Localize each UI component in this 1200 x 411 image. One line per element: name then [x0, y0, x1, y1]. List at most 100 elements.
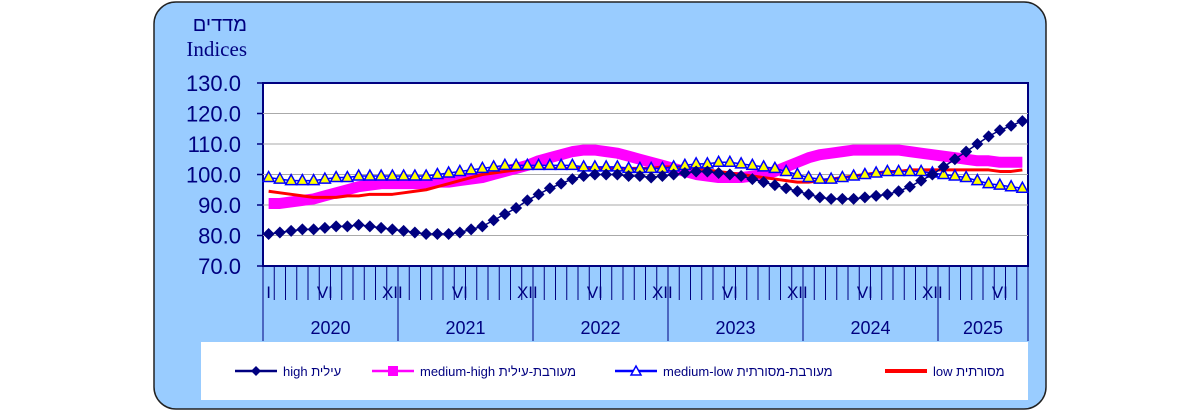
- data-point: [993, 124, 1006, 137]
- data-point: [476, 220, 489, 233]
- data-point: [712, 166, 725, 179]
- data-point: [520, 157, 535, 171]
- data-point: [498, 208, 511, 221]
- data-point: [374, 168, 388, 181]
- data-point: [600, 168, 613, 181]
- legend-square-icon: [388, 366, 398, 376]
- data-point: [903, 180, 916, 193]
- data-point: [701, 165, 714, 178]
- data-point: [801, 169, 816, 183]
- y-tick-label: 130.0: [186, 71, 241, 96]
- data-point: [723, 168, 736, 181]
- x-month-label: VI: [722, 283, 738, 302]
- y-axis-label-hebrew: מדדים: [193, 14, 247, 36]
- data-point: [835, 169, 850, 183]
- data-point: [846, 168, 861, 181]
- series-line: [268, 144, 1023, 209]
- data-point: [915, 174, 928, 187]
- x-month-label: VI: [452, 283, 468, 302]
- data-point: [566, 173, 579, 186]
- data-point: [993, 177, 1007, 190]
- data-point: [757, 176, 770, 189]
- legend-item: medium-low מעורבת-מסורתית: [615, 364, 833, 379]
- data-point: [306, 173, 321, 186]
- data-point: [262, 227, 275, 240]
- data-point: [690, 165, 703, 178]
- series-triangle-2: [261, 154, 1030, 193]
- legend-label-en: high: [283, 364, 308, 379]
- x-month-label: VI: [857, 283, 873, 302]
- x-month-label: I: [266, 283, 271, 302]
- data-point: [442, 227, 455, 240]
- legend-diamond-icon: [251, 366, 261, 376]
- data-point: [1004, 179, 1018, 192]
- data-point: [881, 188, 894, 201]
- data-point: [261, 169, 276, 183]
- data-point: [645, 171, 658, 184]
- data-point: [824, 171, 838, 184]
- data-point: [611, 168, 624, 181]
- y-tick-label: 90.0: [198, 193, 241, 218]
- data-point: [768, 179, 781, 192]
- data-point: [656, 170, 669, 183]
- data-point: [780, 182, 793, 195]
- data-point: [307, 223, 320, 236]
- data-point: [745, 157, 760, 171]
- data-point: [959, 169, 973, 183]
- x-year-label: 2021: [445, 318, 485, 338]
- legend-label-en: medium-high: [420, 364, 495, 379]
- legend-label-en: low: [933, 364, 953, 379]
- data-point: [903, 163, 917, 177]
- data-point: [273, 226, 286, 239]
- data-point: [982, 130, 995, 143]
- data-point: [756, 159, 771, 172]
- data-point: [352, 218, 365, 231]
- data-point: [892, 185, 905, 198]
- x-month-label: XII: [517, 283, 538, 302]
- legend-label-he: מסורתית: [953, 364, 1005, 379]
- legend-label-he: מעורבת-מסורתית: [733, 364, 833, 379]
- data-point: [543, 182, 556, 195]
- data-point: [970, 173, 985, 186]
- legend-label-he: מעורבת-עילית: [495, 364, 576, 379]
- legend-label: medium-high מעורבת-עילית: [420, 364, 576, 379]
- legend-item: high עילית: [235, 364, 341, 379]
- legend-label: high עילית: [283, 364, 341, 379]
- data-point: [678, 166, 691, 179]
- data-point: [441, 165, 456, 178]
- data-point: [565, 157, 580, 171]
- x-month-label: VI: [317, 283, 333, 302]
- data-point: [981, 176, 996, 189]
- x-year-label: 2025: [963, 318, 1003, 338]
- data-point: [825, 192, 838, 205]
- data-point: [948, 153, 961, 166]
- data-point: [735, 170, 748, 183]
- legend-item: low מסורתית: [885, 364, 1005, 379]
- data-point: [588, 168, 601, 181]
- data-point: [420, 227, 433, 240]
- data-point: [408, 168, 422, 181]
- data-point: [858, 191, 871, 204]
- data-point: [847, 192, 860, 205]
- data-point: [329, 169, 343, 183]
- data-point: [622, 170, 635, 183]
- legend-label-he: עילית: [308, 364, 342, 379]
- data-point: [1016, 115, 1029, 128]
- data-point: [486, 159, 501, 172]
- x-month-label: XII: [382, 283, 403, 302]
- data-point: [802, 188, 815, 201]
- x-year-label: 2022: [580, 318, 620, 338]
- data-point: [960, 145, 973, 158]
- data-point: [419, 168, 433, 181]
- y-tick-label: 80.0: [198, 224, 241, 249]
- data-point: [430, 166, 445, 180]
- data-point: [318, 171, 332, 184]
- x-year-label: 2020: [310, 318, 350, 338]
- data-point: [734, 156, 748, 169]
- data-point: [891, 163, 906, 177]
- data-point: [273, 171, 287, 184]
- data-point: [464, 162, 478, 175]
- data-point: [790, 166, 805, 180]
